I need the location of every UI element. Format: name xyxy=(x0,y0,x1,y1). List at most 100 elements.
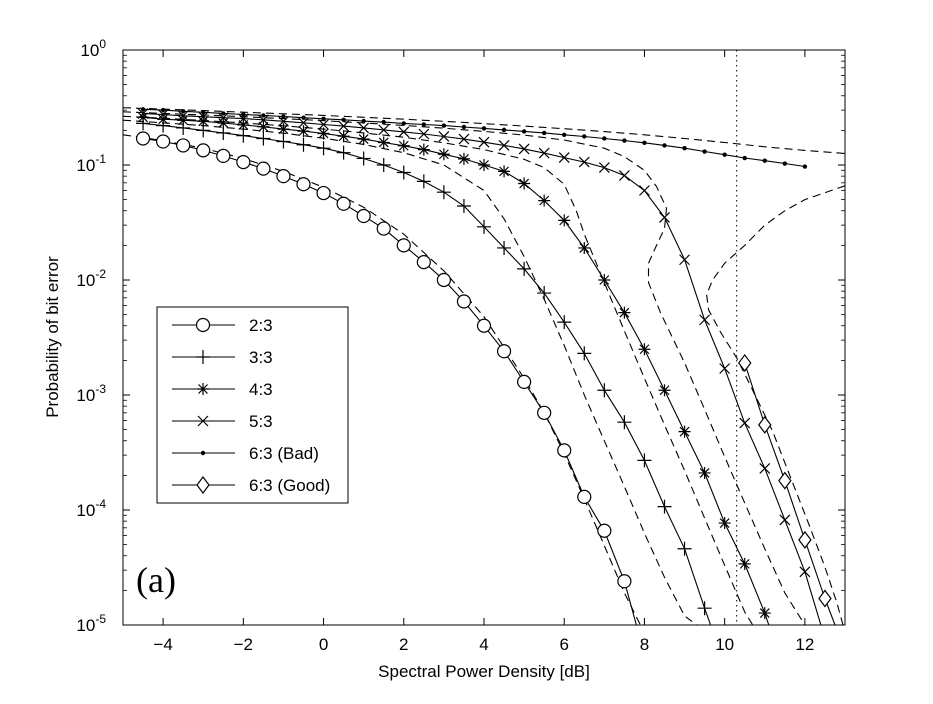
point-2-3-24 xyxy=(617,574,632,589)
point-5-3-26 xyxy=(659,212,670,223)
x-tick-label: 12 xyxy=(795,635,814,654)
legend-label-5-3: 5:3 xyxy=(249,412,273,431)
point-4-3-26 xyxy=(658,384,671,397)
point-5-3-5 xyxy=(237,113,249,125)
point-5-3-12 xyxy=(378,124,390,136)
point-4-3-1 xyxy=(157,113,170,126)
point-5-3-18 xyxy=(498,139,510,151)
point-5-3-22 xyxy=(578,156,590,168)
point-3-3-12 xyxy=(376,158,391,172)
panel-label: (a) xyxy=(136,560,176,600)
axes: −4 −2 0 2 4 6 8 10 12 100 10-1 10-2 10-3 10-4 10-5 xyxy=(76,37,845,654)
series-line-6-3-bad xyxy=(143,108,805,168)
point-6-3-good-4 xyxy=(818,589,832,608)
point-6-3-bad-26 xyxy=(662,143,667,148)
legend-marker-4-3 xyxy=(197,383,209,395)
point-5-3-33 xyxy=(799,566,811,578)
point-5-3-6 xyxy=(257,114,269,126)
point-4-3-19 xyxy=(518,177,531,190)
point-3-3-25 xyxy=(637,453,652,468)
x-tick-label: 8 xyxy=(640,635,649,654)
legend-label-4-3: 4:3 xyxy=(249,380,273,399)
legend-marker-2-3 xyxy=(195,317,211,333)
point-2-3-16 xyxy=(456,294,472,309)
point-6-3-bad-5 xyxy=(241,112,246,117)
legend-box xyxy=(156,306,349,504)
point-2-3-12 xyxy=(376,221,391,236)
point-4-3-4 xyxy=(217,116,230,129)
point-5-3-11 xyxy=(358,122,370,134)
point-6-3-good-3 xyxy=(798,530,812,549)
x-axis-label: Spectral Power Density [dB] xyxy=(378,662,590,681)
legend-label-3-3: 3:3 xyxy=(249,348,273,367)
point-3-3-15 xyxy=(436,185,451,200)
point-5-3-21 xyxy=(558,152,570,164)
point-3-3-10 xyxy=(336,145,351,160)
point-5-3-31 xyxy=(759,462,771,474)
point-3-3-19 xyxy=(517,261,532,276)
point-5-3-24 xyxy=(618,170,630,181)
point-5-3-19 xyxy=(518,143,530,155)
point-3-3-8 xyxy=(296,137,311,152)
x-tick-label: 2 xyxy=(399,635,408,654)
point-2-3-17 xyxy=(476,318,492,333)
point-5-3-29 xyxy=(719,363,731,374)
point-2-3-11 xyxy=(356,208,371,224)
legend-marker-5-3 xyxy=(197,415,209,427)
point-2-3-22 xyxy=(577,489,592,504)
point-4-3-3 xyxy=(197,115,210,128)
point-5-3-4 xyxy=(217,112,229,124)
point-5-3-9 xyxy=(318,119,329,130)
x-tick-label: 6 xyxy=(559,635,568,654)
point-2-3-23 xyxy=(597,523,612,538)
point-4-3-22 xyxy=(578,241,591,254)
y-tick-label: 10-5 xyxy=(76,612,106,635)
point-2-3-20 xyxy=(537,405,552,420)
legend-label-2-3: 2:3 xyxy=(249,316,273,335)
dashed-curve-3 xyxy=(123,115,754,625)
point-2-3-15 xyxy=(436,272,451,288)
x-tick-label: −4 xyxy=(153,635,172,654)
point-6-3-bad-12 xyxy=(381,119,386,125)
point-4-3-9 xyxy=(317,127,330,140)
point-5-3-3 xyxy=(197,111,209,123)
point-2-3-5 xyxy=(236,154,251,170)
dashed-curve-4 xyxy=(123,111,806,625)
point-5-3-10 xyxy=(338,120,350,132)
point-4-3-14 xyxy=(417,143,430,156)
point-4-3-31 xyxy=(758,607,771,620)
point-5-3-15 xyxy=(438,131,450,142)
point-4-3-15 xyxy=(437,148,450,161)
point-4-3-12 xyxy=(377,136,390,149)
x-tick-label: 4 xyxy=(479,635,488,654)
point-4-3-7 xyxy=(277,123,290,136)
point-3-3-11 xyxy=(356,151,371,166)
point-2-3-9 xyxy=(316,185,331,201)
x-tick-label: 0 xyxy=(319,635,328,654)
point-5-3-20 xyxy=(538,147,550,159)
point-6-3-bad-8 xyxy=(301,115,306,120)
point-3-3-6 xyxy=(256,131,271,146)
theoretical-curves xyxy=(123,107,845,625)
data-series xyxy=(135,107,836,625)
y-tick-label: 10-1 xyxy=(76,152,106,175)
point-4-3-17 xyxy=(478,159,490,171)
point-3-3-7 xyxy=(276,134,291,149)
point-5-3-13 xyxy=(398,126,410,138)
point-5-3-1 xyxy=(157,109,169,120)
point-6-3-bad-19 xyxy=(521,129,527,134)
dashed-curve-6 xyxy=(706,185,845,625)
point-6-3-bad-28 xyxy=(702,149,707,154)
y-tick-label: 10-3 xyxy=(76,382,106,405)
point-6-3-bad-3 xyxy=(201,110,206,115)
point-3-3-16 xyxy=(456,199,471,214)
legend: 2:3 3:3 4:3 5:3 6:3 (Bad) 6:3 (Good) xyxy=(156,306,349,504)
point-6-3-bad-17 xyxy=(481,126,487,131)
y-tick-label: 10-2 xyxy=(76,267,106,290)
point-6-3-bad-9 xyxy=(321,116,326,122)
point-3-3-20 xyxy=(537,286,552,301)
legend-marker-3-3 xyxy=(196,350,210,364)
point-4-3-2 xyxy=(177,114,190,127)
point-6-3-bad-0 xyxy=(140,107,146,112)
